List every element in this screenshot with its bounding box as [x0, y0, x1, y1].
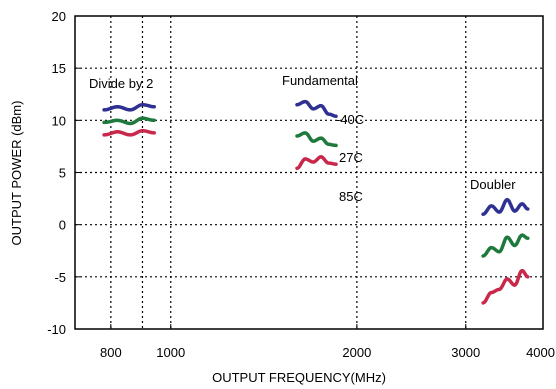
grid-lines: [75, 16, 543, 329]
y-axis-label: OUTPUT POWER (dBm): [9, 101, 24, 246]
y-tick-label: 0: [59, 218, 66, 233]
series-line-doubler-40c: [481, 197, 530, 216]
y-tick-label: 5: [59, 166, 66, 181]
annotation-fundamental: Fundamental: [282, 73, 358, 88]
x-tick-label: 4000: [526, 345, 555, 360]
x-tick-label: 3000: [451, 345, 480, 360]
x-tick-label: 800: [100, 345, 122, 360]
x-tick-label: 2000: [342, 345, 371, 360]
series-line-doubler-27c: [481, 233, 530, 258]
data-series: [102, 99, 530, 305]
series-line-divide-by-2-85c: [102, 129, 156, 137]
series-line-fundamental-40c: [295, 99, 338, 118]
y-tick-label: 10: [52, 113, 66, 128]
y-tick-label: -5: [54, 270, 66, 285]
y-tick-label: 15: [52, 61, 66, 76]
x-axis-label: OUTPUT FREQUENCY(MHz): [212, 370, 386, 385]
annotation-temp-room: 27C: [339, 150, 363, 165]
y-tick-label: 20: [52, 9, 66, 24]
annotation-doubler: Doubler: [470, 177, 516, 192]
series-line-fundamental-27c: [295, 131, 338, 148]
series-line-doubler-85c: [481, 268, 530, 305]
y-tick-label: -10: [47, 322, 66, 337]
x-tick-label: 1000: [156, 345, 185, 360]
annotation-divide-by-2: Divide by 2: [89, 76, 153, 91]
annotation-temp-hot: 85C: [339, 189, 363, 204]
series-line-divide-by-2-40c: [102, 102, 156, 112]
annotation-temp-cold: -40C: [336, 112, 364, 127]
series-line-divide-by-2-27c: [102, 116, 156, 126]
axis-ticks: -10 -5 0 5 10 15 20 800 1000 2000 3000 4000: [47, 9, 555, 360]
series-line-fundamental-85c: [295, 155, 338, 171]
